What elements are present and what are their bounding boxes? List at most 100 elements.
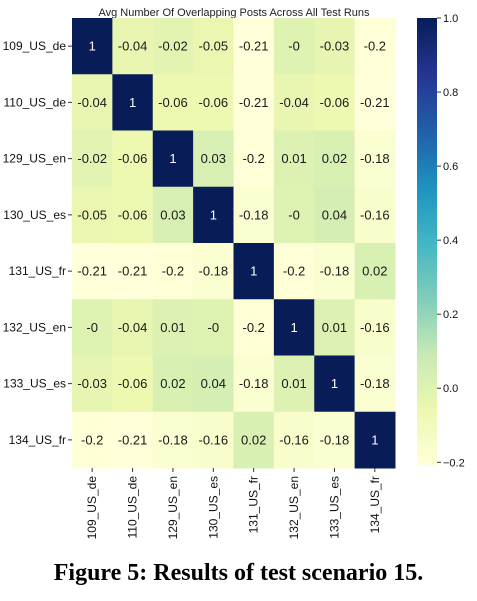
heatmap-cell: [112, 130, 154, 188]
colorbar-tick-label: 0.8: [443, 87, 458, 99]
heatmap-cell: [354, 355, 396, 413]
heatmap-cell: [152, 411, 194, 469]
heatmap-cell: [314, 355, 356, 413]
cell-value-label: -0: [288, 39, 300, 54]
cell-value-label: -0: [208, 320, 220, 335]
cell-value-label: 1: [250, 264, 257, 279]
cell-value-label: -0.16: [279, 432, 309, 447]
cell-value-label: 0.02: [241, 432, 266, 447]
cell-value-label: -0.2: [283, 264, 305, 279]
heatmap-cell: [233, 411, 275, 469]
heatmap-cell: [273, 18, 315, 75]
col-tick-label: 134_US_fr: [368, 476, 382, 533]
heatmap-cell: [112, 186, 154, 244]
colorbar-ticks: 1.0 0.8 0.6 0.4 0.2 0.0 −0.2: [437, 13, 465, 469]
cell-value-label: 0.01: [322, 320, 347, 335]
cell-value-label: 0.03: [160, 207, 185, 222]
heatmap-cell: [112, 18, 154, 75]
heatmap-cell: [233, 243, 275, 300]
cell-value-label: -0.18: [360, 151, 390, 166]
heatmap-cell: [72, 299, 113, 356]
heatmap-cell: [152, 130, 194, 188]
cell-value-label: -0.06: [198, 95, 228, 110]
heatmap-cell: [152, 18, 194, 75]
cell-value-label: -0.05: [77, 207, 107, 222]
heatmap-cell: [273, 74, 315, 131]
colorbar-tick-label: 0.6: [443, 161, 458, 173]
heatmap-cell: [152, 355, 194, 413]
cell-value-label: -0.18: [360, 376, 390, 391]
col-tick-label: 109_US_de: [85, 476, 99, 540]
colorbar-tick-label: −0.2: [443, 457, 465, 469]
heatmap-cell: [354, 186, 396, 244]
colorbar: [417, 18, 437, 466]
cell-value-label: -0: [288, 207, 300, 222]
cell-value-label: -0.06: [158, 95, 188, 110]
cell-value-label: -0.04: [118, 39, 148, 54]
cell-value-label: -0.03: [77, 376, 107, 391]
heatmap-cell: [152, 299, 194, 356]
cell-value-label: -0.18: [198, 264, 228, 279]
heatmap-cell: [72, 411, 113, 469]
row-tick-label: 133_US_es: [3, 377, 66, 391]
heatmap-cell: [72, 18, 113, 75]
heatmap-cell: [72, 355, 113, 413]
row-tick-label: 132_US_en: [3, 320, 66, 334]
cell-value-label: 0.03: [201, 151, 226, 166]
heatmap-cell: [112, 299, 154, 356]
cell-value-label: -0.06: [118, 207, 148, 222]
cell-value-label: -0.18: [158, 432, 188, 447]
heatmap-cell: [193, 74, 234, 131]
heatmap-cell: [193, 130, 234, 188]
cell-value-label: -0.16: [360, 207, 390, 222]
cell-value-label: -0.04: [279, 95, 309, 110]
heatmap-cell: [314, 243, 356, 300]
col-tick-label: 132_US_en: [287, 476, 301, 539]
heatmap-cell: [273, 186, 315, 244]
heatmap-cell: [273, 411, 315, 469]
heatmap-cell: [354, 18, 396, 75]
heatmap-cell: [314, 130, 356, 188]
row-tick-label: 131_US_fr: [9, 264, 66, 278]
heatmap-cell: [193, 355, 234, 413]
cell-value-label: -0.21: [360, 95, 390, 110]
col-tick-label: 110_US_de: [126, 476, 140, 539]
cell-value-label: -0.02: [77, 151, 107, 166]
heatmap-cell: [72, 130, 113, 188]
heatmap-cell: [314, 74, 356, 131]
cell-value-label: -0.06: [118, 376, 148, 391]
heatmap-cell: [233, 355, 275, 413]
row-tick-label: 129_US_en: [3, 152, 66, 166]
heatmap-cell: [314, 18, 356, 75]
cell-value-label: -0.21: [239, 39, 269, 54]
heatmap-cell: [72, 74, 113, 131]
row-tick-label: 130_US_es: [3, 208, 66, 222]
cell-value-label: 0.02: [362, 264, 387, 279]
heatmap-cell: [233, 299, 275, 356]
cell-value-label: -0.2: [162, 264, 184, 279]
heatmap-chart: Avg Number Of Overlapping Posts Across A…: [3, 7, 465, 540]
cell-value-label: -0.2: [81, 432, 103, 447]
heatmap-cell: [233, 186, 275, 244]
cell-value-label: 0.01: [281, 151, 306, 166]
heatmap-cell: [233, 130, 275, 188]
cell-value-label: 0.02: [322, 151, 347, 166]
cell-value-label: -0.04: [77, 95, 107, 110]
heatmap-cell: [354, 130, 396, 188]
cell-value-label: -0.03: [320, 39, 350, 54]
cell-value-label: -0.2: [242, 151, 264, 166]
heatmap-cell: [354, 243, 396, 300]
cell-value-label: -0.16: [198, 432, 228, 447]
cell-value-label: -0.02: [158, 39, 188, 54]
row-tick-labels: 109_US_de 110_US_de 129_US_en 130_US_es 131_…: [3, 39, 72, 447]
cell-value-label: 1: [371, 432, 378, 447]
cell-value-label: 1: [290, 320, 297, 335]
cell-value-label: -0.18: [239, 376, 269, 391]
cell-value-label: 1: [89, 39, 96, 54]
chart-title: Avg Number Of Overlapping Posts Across A…: [98, 7, 370, 19]
heatmap-cell: [152, 186, 194, 244]
heatmap-cell: [273, 299, 315, 356]
heatmap-cell: [112, 411, 154, 469]
heatmap-cell: [193, 411, 234, 469]
heatmap-cell: [273, 355, 315, 413]
